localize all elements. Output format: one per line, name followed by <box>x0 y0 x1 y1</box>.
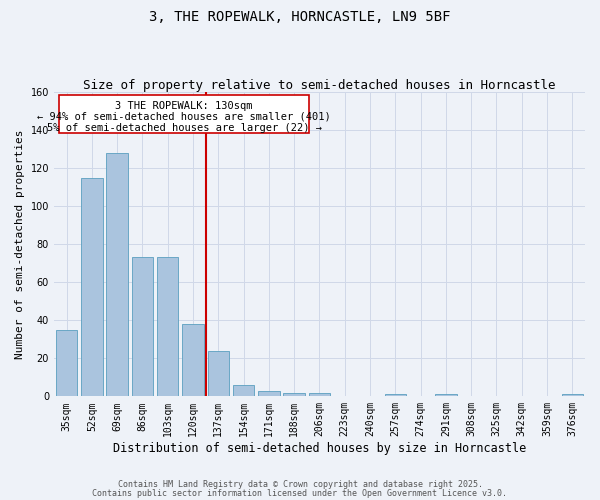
Text: 5% of semi-detached houses are larger (22) →: 5% of semi-detached houses are larger (2… <box>47 123 322 133</box>
X-axis label: Distribution of semi-detached houses by size in Horncastle: Distribution of semi-detached houses by … <box>113 442 526 455</box>
Bar <box>157 258 178 396</box>
Bar <box>233 385 254 396</box>
Bar <box>309 392 330 396</box>
FancyBboxPatch shape <box>59 95 309 133</box>
Text: ← 94% of semi-detached houses are smaller (401): ← 94% of semi-detached houses are smalle… <box>37 112 331 122</box>
Bar <box>385 394 406 396</box>
Bar <box>283 392 305 396</box>
Bar <box>208 350 229 397</box>
Text: 3 THE ROPEWALK: 130sqm: 3 THE ROPEWALK: 130sqm <box>115 100 253 110</box>
Bar <box>56 330 77 396</box>
Bar <box>131 258 153 396</box>
Bar <box>258 390 280 396</box>
Bar <box>435 394 457 396</box>
Bar <box>81 178 103 396</box>
Title: Size of property relative to semi-detached houses in Horncastle: Size of property relative to semi-detach… <box>83 79 556 92</box>
Text: Contains HM Land Registry data © Crown copyright and database right 2025.: Contains HM Land Registry data © Crown c… <box>118 480 482 489</box>
Bar <box>106 153 128 396</box>
Y-axis label: Number of semi-detached properties: Number of semi-detached properties <box>15 130 25 359</box>
Bar <box>562 394 583 396</box>
Text: 3, THE ROPEWALK, HORNCASTLE, LN9 5BF: 3, THE ROPEWALK, HORNCASTLE, LN9 5BF <box>149 10 451 24</box>
Bar <box>182 324 204 396</box>
Text: Contains public sector information licensed under the Open Government Licence v3: Contains public sector information licen… <box>92 489 508 498</box>
